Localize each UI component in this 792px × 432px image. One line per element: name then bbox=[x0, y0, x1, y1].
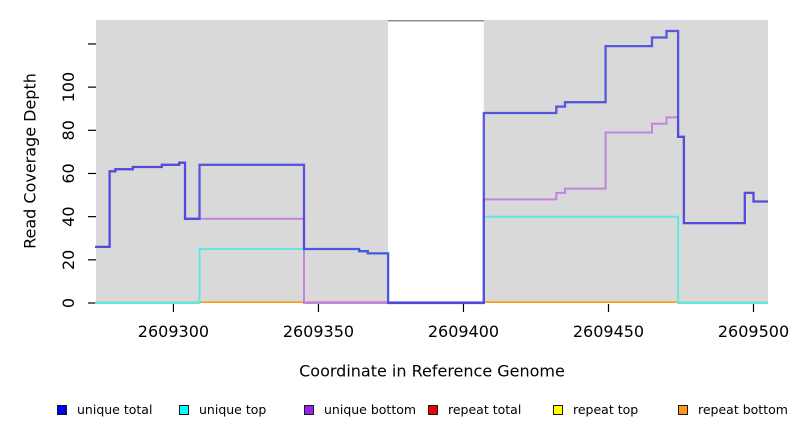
x-axis-tick-label: 2609300 bbox=[138, 322, 209, 341]
legend-label: unique top bbox=[199, 402, 267, 417]
legend-label: repeat bottom bbox=[698, 402, 788, 417]
masked-region bbox=[388, 20, 484, 303]
legend-item-repeat-top: repeat top bbox=[553, 403, 638, 417]
legend-label: repeat total bbox=[448, 402, 522, 417]
legend-item-unique-top: unique top bbox=[179, 403, 266, 417]
legend-item-unique-total: unique total bbox=[57, 403, 152, 417]
series-line-unique-total bbox=[95, 29, 768, 305]
x-axis-title: Coordinate in Reference Genome bbox=[299, 361, 565, 381]
legend-swatch-icon bbox=[57, 405, 67, 415]
legend-item-unique-bottom: unique bottom bbox=[304, 403, 416, 417]
legend-label: repeat top bbox=[573, 402, 639, 417]
x-axis-tick-label: 2609450 bbox=[573, 322, 644, 341]
legend-item-repeat-total: repeat total bbox=[428, 403, 521, 417]
legend-swatch-icon bbox=[304, 405, 314, 415]
legend-label: unique bottom bbox=[324, 402, 417, 417]
y-axis-tick-label: 40 bbox=[59, 206, 78, 226]
y-axis-tick-label: 60 bbox=[59, 163, 78, 183]
legend-swatch-icon bbox=[678, 405, 688, 415]
legend-swatch-icon bbox=[179, 405, 189, 415]
legend-item-repeat-bottom: repeat bottom bbox=[678, 403, 788, 417]
x-axis-tick-label: 2609350 bbox=[283, 322, 354, 341]
y-axis-tick-label: 0 bbox=[59, 298, 78, 308]
x-axis-tick-label: 2609400 bbox=[428, 322, 499, 341]
x-axis-tick-label: 2609500 bbox=[718, 322, 789, 341]
legend-swatch-icon bbox=[428, 405, 438, 415]
y-axis-tick-label: 20 bbox=[59, 250, 78, 270]
y-axis-tick-label: 100 bbox=[59, 72, 78, 103]
legend-label: unique total bbox=[77, 402, 153, 417]
y-axis-title: Read Coverage Depth bbox=[20, 73, 40, 249]
y-axis-tick-label: 80 bbox=[59, 120, 78, 140]
legend-swatch-icon bbox=[553, 405, 563, 415]
coverage-chart-canvas: 2609300 2609350 2609400 2609450 2609500 0 20 40… bbox=[59, 20, 789, 341]
